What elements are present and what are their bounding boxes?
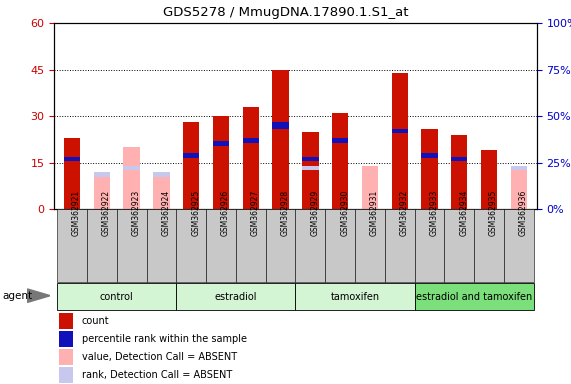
Text: GSM362923: GSM362923 bbox=[132, 190, 140, 236]
Bar bbox=[236, 209, 266, 282]
Text: GSM362924: GSM362924 bbox=[162, 190, 171, 236]
Text: GSM362934: GSM362934 bbox=[459, 190, 468, 236]
Text: GSM362936: GSM362936 bbox=[519, 190, 528, 236]
Bar bbox=[153, 172, 170, 177]
Bar bbox=[510, 166, 527, 170]
Bar bbox=[59, 331, 73, 347]
Text: value, Detection Call = ABSENT: value, Detection Call = ABSENT bbox=[82, 352, 237, 362]
Text: count: count bbox=[82, 316, 110, 326]
Bar bbox=[183, 122, 199, 209]
Bar bbox=[123, 147, 140, 209]
Bar bbox=[296, 209, 325, 282]
Bar bbox=[474, 209, 504, 282]
Text: control: control bbox=[100, 291, 134, 302]
Bar bbox=[59, 349, 73, 365]
Bar bbox=[57, 209, 87, 282]
Bar bbox=[176, 209, 206, 282]
Bar bbox=[272, 70, 289, 209]
Text: GDS5278 / MmugDNA.17890.1.S1_at: GDS5278 / MmugDNA.17890.1.S1_at bbox=[163, 6, 408, 19]
Bar bbox=[213, 141, 229, 146]
Polygon shape bbox=[27, 289, 50, 303]
Text: estradiol: estradiol bbox=[215, 291, 257, 302]
Bar bbox=[302, 132, 319, 209]
Text: GSM362932: GSM362932 bbox=[400, 190, 409, 236]
Bar bbox=[421, 154, 438, 158]
Bar bbox=[510, 166, 527, 209]
Bar bbox=[392, 129, 408, 133]
Bar bbox=[64, 138, 81, 209]
Bar bbox=[117, 209, 147, 282]
Bar bbox=[147, 209, 176, 282]
Bar bbox=[504, 209, 534, 282]
Bar bbox=[243, 107, 259, 209]
Bar bbox=[87, 209, 117, 282]
Bar bbox=[57, 283, 176, 310]
Bar bbox=[153, 172, 170, 209]
Text: GSM362921: GSM362921 bbox=[72, 190, 81, 236]
Text: GSM362922: GSM362922 bbox=[102, 190, 111, 236]
Text: rank, Detection Call = ABSENT: rank, Detection Call = ABSENT bbox=[82, 370, 232, 380]
Text: GSM362925: GSM362925 bbox=[191, 190, 200, 236]
Bar bbox=[332, 113, 348, 209]
Bar bbox=[385, 209, 415, 282]
Text: agent: agent bbox=[3, 291, 33, 301]
Bar bbox=[206, 209, 236, 282]
Bar bbox=[272, 122, 289, 129]
Text: percentile rank within the sample: percentile rank within the sample bbox=[82, 334, 247, 344]
Bar bbox=[481, 150, 497, 209]
Bar bbox=[123, 166, 140, 170]
Bar bbox=[296, 283, 415, 310]
Text: estradiol and tamoxifen: estradiol and tamoxifen bbox=[416, 291, 532, 302]
Bar bbox=[213, 116, 229, 209]
Text: GSM362933: GSM362933 bbox=[429, 190, 439, 236]
Bar bbox=[94, 172, 110, 177]
Bar bbox=[325, 209, 355, 282]
Bar bbox=[421, 129, 438, 209]
Bar bbox=[451, 135, 468, 209]
Bar bbox=[183, 154, 199, 158]
Text: GSM362927: GSM362927 bbox=[251, 190, 260, 236]
Bar bbox=[362, 166, 378, 209]
Bar bbox=[266, 209, 296, 282]
Bar bbox=[355, 209, 385, 282]
Bar bbox=[94, 172, 110, 209]
Bar bbox=[451, 157, 468, 161]
Bar bbox=[176, 283, 296, 310]
Text: GSM362930: GSM362930 bbox=[340, 190, 349, 236]
Bar bbox=[392, 73, 408, 209]
Text: tamoxifen: tamoxifen bbox=[331, 291, 380, 302]
Text: GSM362928: GSM362928 bbox=[280, 190, 289, 236]
Bar bbox=[59, 313, 73, 329]
Text: GSM362931: GSM362931 bbox=[370, 190, 379, 236]
Text: GSM362929: GSM362929 bbox=[311, 190, 319, 236]
Bar bbox=[64, 157, 81, 161]
Bar bbox=[415, 209, 444, 282]
Bar bbox=[302, 166, 319, 170]
Bar bbox=[59, 367, 73, 382]
Bar bbox=[415, 283, 534, 310]
Text: GSM362926: GSM362926 bbox=[221, 190, 230, 236]
Bar bbox=[444, 209, 474, 282]
Bar bbox=[332, 138, 348, 142]
Bar bbox=[302, 157, 319, 161]
Text: GSM362935: GSM362935 bbox=[489, 190, 498, 236]
Bar bbox=[243, 138, 259, 142]
